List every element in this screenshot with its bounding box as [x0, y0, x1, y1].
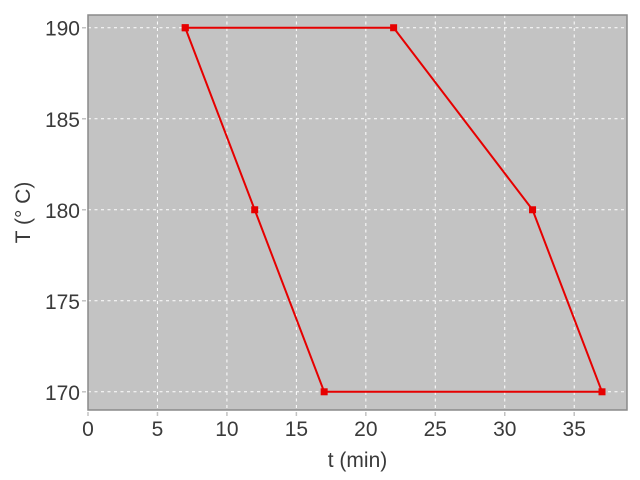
x-tick-label: 5 — [152, 418, 164, 441]
data-point-marker — [390, 24, 398, 32]
x-tick-label: 10 — [215, 418, 238, 441]
x-axis-label: t (min) — [328, 449, 388, 472]
y-tick-label: 190 — [45, 18, 80, 41]
y-tick-label: 185 — [45, 109, 80, 132]
y-tick-label: 170 — [45, 382, 80, 405]
data-point-marker — [181, 24, 189, 32]
x-tick-label: 15 — [285, 418, 308, 441]
data-point-marker — [320, 388, 328, 396]
x-tick-label: 25 — [424, 418, 447, 441]
data-point-marker — [598, 388, 606, 396]
plot-panel — [88, 15, 627, 410]
y-tick-label: 180 — [45, 200, 80, 223]
x-tick-label: 35 — [563, 418, 586, 441]
x-tick-label: 0 — [82, 418, 94, 441]
y-axis-label: T (° C) — [12, 182, 35, 244]
x-tick-label: 30 — [493, 418, 516, 441]
data-point-marker — [529, 206, 537, 214]
data-point-marker — [251, 206, 259, 214]
plot-border — [87, 14, 628, 411]
x-tick-label: 20 — [354, 418, 377, 441]
y-tick-label: 175 — [45, 291, 80, 314]
